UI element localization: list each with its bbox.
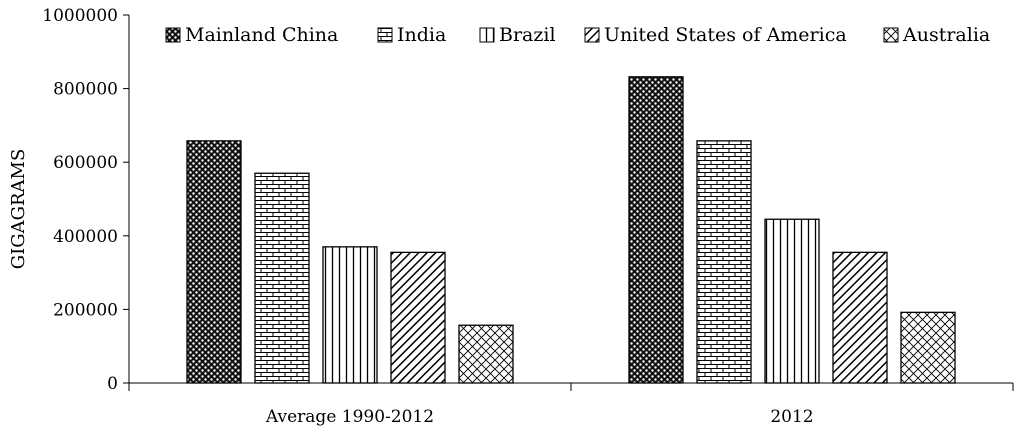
bar — [696, 140, 752, 384]
x-tick-label: 2012 — [770, 407, 813, 427]
legend-label: Brazil — [499, 24, 556, 46]
bar — [186, 140, 242, 384]
x-tick-label: Average 1990-2012 — [265, 407, 434, 427]
legend-swatch — [479, 27, 495, 43]
y-tick-label: 600000 — [53, 153, 118, 173]
bar — [628, 76, 684, 384]
bar — [458, 324, 514, 384]
y-tick-label: 1000000 — [42, 6, 118, 26]
legend-label: Australia — [902, 24, 990, 46]
legend-swatch — [883, 27, 899, 43]
legend-label: United States of America — [604, 24, 847, 46]
bar — [900, 311, 956, 384]
y-tick-label: 0 — [107, 374, 118, 394]
legend-label: India — [397, 24, 446, 46]
y-tick-label: 800000 — [53, 80, 118, 100]
legend-swatch — [584, 27, 600, 43]
y-tick-label: 200000 — [53, 300, 118, 320]
y-tick-label: 400000 — [53, 227, 118, 247]
bar — [254, 172, 310, 384]
legend-label: Mainland China — [185, 24, 338, 46]
bar — [390, 251, 446, 384]
bar — [764, 218, 820, 384]
bar — [832, 251, 888, 384]
legend-swatch — [377, 27, 393, 43]
y-axis-title: GIGAGRAMS — [8, 149, 29, 270]
bar — [322, 246, 378, 384]
legend-swatch — [165, 27, 181, 43]
